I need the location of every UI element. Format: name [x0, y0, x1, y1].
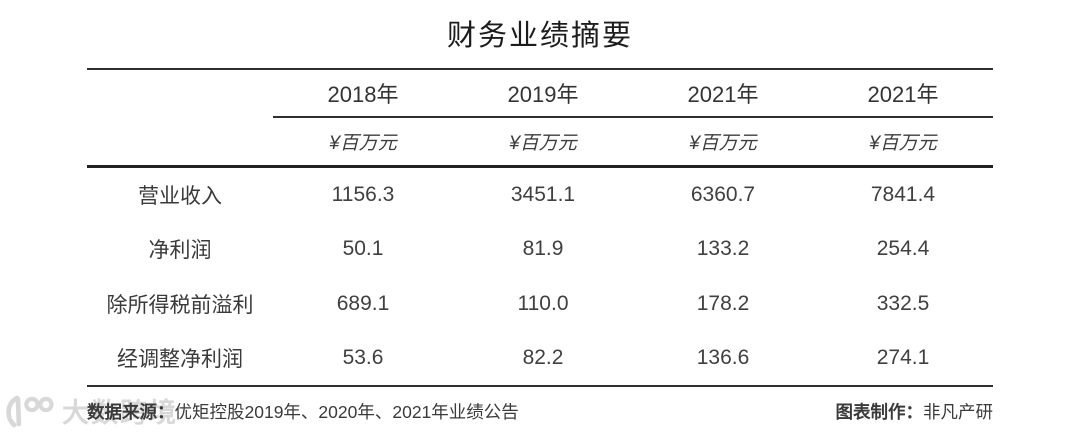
column-header-year-0: 2018年 — [273, 70, 453, 118]
table-header-years: 2018年 2019年 2021年 2021年 — [87, 70, 993, 118]
value-cell: 82.2 — [522, 346, 564, 370]
header-label-spacer — [87, 70, 273, 118]
financial-table: 2018年 2019年 2021年 2021年 ¥百万元 ¥百万元 ¥百万元 ¥百万元 营业… — [87, 68, 993, 388]
data-source-label: 数据来源： — [87, 402, 175, 422]
table-row: 除所得税前溢利 689.1 110.0 178.2 332.5 — [87, 277, 993, 331]
watermark: 大数跨境 — [3, 391, 178, 430]
data-source-note: 数据来源：优矩控股2019年、2020年、2021年业绩公告 — [87, 399, 519, 424]
chart-credit-label: 图表制作： — [835, 402, 924, 422]
value-cell: 178.2 — [696, 291, 750, 315]
row-label: 除所得税前溢利 — [106, 293, 254, 317]
table-body: 营业收入 1156.3 3451.1 6360.7 7841.4 净利润 50.1 81.9 1… — [87, 168, 993, 385]
row-label: 净利润 — [148, 239, 212, 263]
table-row: 经调整净利润 53.6 82.2 136.6 274.1 — [87, 331, 993, 385]
column-header-unit-1: ¥百万元 — [509, 133, 577, 154]
table-row: 营业收入 1156.3 3451.1 6360.7 7841.4 — [87, 168, 993, 222]
value-cell: 1156.3 — [331, 183, 395, 207]
dashukuajing-logo-icon — [6, 395, 54, 427]
column-header-unit-3: ¥百万元 — [869, 133, 937, 154]
value-cell: 3451.1 — [510, 183, 576, 207]
watermark-text: 大数跨境 — [62, 398, 178, 428]
footer: 数据来源：优矩控股2019年、2020年、2021年业绩公告 图表制作：非凡产研 — [87, 399, 993, 424]
value-cell: 689.1 — [336, 291, 390, 315]
page-title: 财务业绩摘要 — [446, 20, 633, 52]
value-cell: 133.2 — [696, 237, 750, 261]
header-unit-spacer — [87, 118, 273, 165]
value-cell: 332.5 — [876, 291, 930, 315]
value-cell: 254.4 — [876, 237, 930, 261]
value-cell: 136.6 — [696, 346, 750, 370]
value-cell: 6360.7 — [690, 183, 756, 207]
row-label: 经调整净利润 — [117, 348, 243, 372]
data-source-text: 优矩控股2019年、2020年、2021年业绩公告 — [174, 402, 519, 422]
row-label: 营业收入 — [138, 185, 222, 209]
chart-credit-note: 图表制作：非凡产研 — [836, 399, 994, 424]
value-cell: 7841.4 — [870, 183, 936, 207]
column-header-year-3: 2021年 — [813, 70, 993, 118]
value-cell: 110.0 — [517, 291, 569, 315]
column-header-year-2: 2021年 — [633, 70, 813, 118]
value-cell: 53.6 — [342, 346, 384, 370]
column-header-unit-0: ¥百万元 — [329, 133, 397, 154]
table-header-units: ¥百万元 ¥百万元 ¥百万元 ¥百万元 — [87, 118, 993, 168]
column-header-year-1: 2019年 — [453, 70, 633, 118]
chart-credit-text: 非凡产研 — [923, 402, 993, 422]
value-cell: 50.1 — [342, 237, 384, 261]
value-cell: 274.1 — [876, 346, 930, 370]
value-cell: 81.9 — [522, 237, 564, 261]
table-row: 净利润 50.1 81.9 133.2 254.4 — [87, 222, 993, 276]
column-header-unit-2: ¥百万元 — [689, 133, 757, 154]
